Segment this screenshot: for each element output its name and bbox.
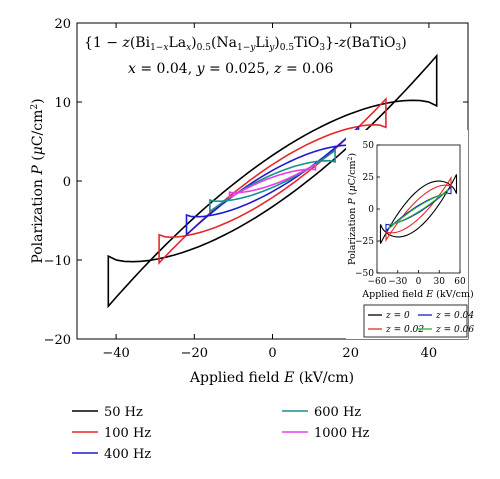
main-legend: 50 Hz 100 Hz 400 Hz 600 Hz 1000 Hz [72, 405, 370, 462]
inset-legend-frame [363, 304, 468, 338]
inset-loop-0 [379, 174, 458, 244]
inset-y-tick-label: −25 [355, 237, 374, 247]
main-y-tick-label: 10 [54, 96, 71, 111]
main-y-tick-label: −10 [44, 254, 71, 269]
main-y-tick-label: −20 [44, 333, 71, 348]
inset-y-tick-label: −50 [355, 269, 374, 279]
inset-y-tick-label: 50 [363, 141, 375, 151]
inset-x-tick-label: −30 [388, 277, 407, 287]
main-y-tick-label: 20 [54, 17, 71, 32]
inset-legend-label: z = 0.02 [385, 325, 424, 335]
main-x-axis-label: Applied field E (kV/cm) [189, 370, 354, 386]
inset-x-axis-label: Applied field E (kV/cm) [361, 289, 473, 300]
inset-x-tick-label: 0 [416, 277, 422, 287]
composition-annotation: x = 0.04, y = 0.025, z = 0.06 [128, 61, 333, 77]
inset-legend-label: z = 0.04 [435, 311, 474, 321]
inset-loop-3 [388, 188, 449, 230]
inset-legend-label: z = 0.06 [435, 325, 474, 335]
inset-legend: z = 0 z = 0.02 z = 0.04 z = 0.06 [368, 311, 474, 335]
inset-background [346, 130, 468, 339]
inset-curves [379, 174, 458, 244]
main-legend-label: 600 Hz [314, 405, 361, 420]
inset-y-axis-label: Polarization P (μC/cm2) [347, 153, 358, 265]
main-y-tick-label: 0 [63, 175, 71, 190]
main-legend-label: 100 Hz [104, 426, 151, 441]
main-loop-1 [158, 96, 387, 266]
main-y-axis-label: Polarization P (μC/cm2) [30, 98, 46, 263]
main-x-tick-label: 20 [342, 346, 359, 361]
inset-x-tick-label: 30 [434, 277, 446, 287]
inset-loop-2 [385, 185, 452, 233]
inset-x-tick-label: −60 [368, 277, 387, 287]
main-legend-label: 1000 Hz [314, 426, 370, 441]
main-loop-2 [185, 125, 360, 237]
main-x-tick-label: −20 [181, 346, 208, 361]
inset-ticks: −60 −30 0 30 60 50 25 0 −25 −50 [355, 141, 466, 287]
main-ticks: −40 −20 0 20 40 20 10 0 −10 −20 [44, 17, 468, 361]
main-legend-label: 50 Hz [104, 405, 143, 420]
inset-x-tick-label: 60 [454, 277, 466, 287]
main-legend-label: 400 Hz [104, 447, 151, 462]
inset-y-tick-label: 25 [363, 173, 375, 183]
main-loop-0 [107, 53, 438, 309]
main-loop-3 [209, 149, 336, 213]
inset-y-tick-label: 0 [368, 205, 374, 215]
main-x-tick-label: 0 [268, 346, 276, 361]
main-loop-4 [228, 162, 317, 200]
main-x-tick-label: 40 [421, 346, 438, 361]
inset-legend-label: z = 0 [385, 311, 410, 321]
main-x-tick-label: −40 [102, 346, 129, 361]
formula-annotation: {1 − z(Bi1−xLax)0.5(Na1−yLiy)0.5TiO3}-z(… [84, 35, 407, 53]
